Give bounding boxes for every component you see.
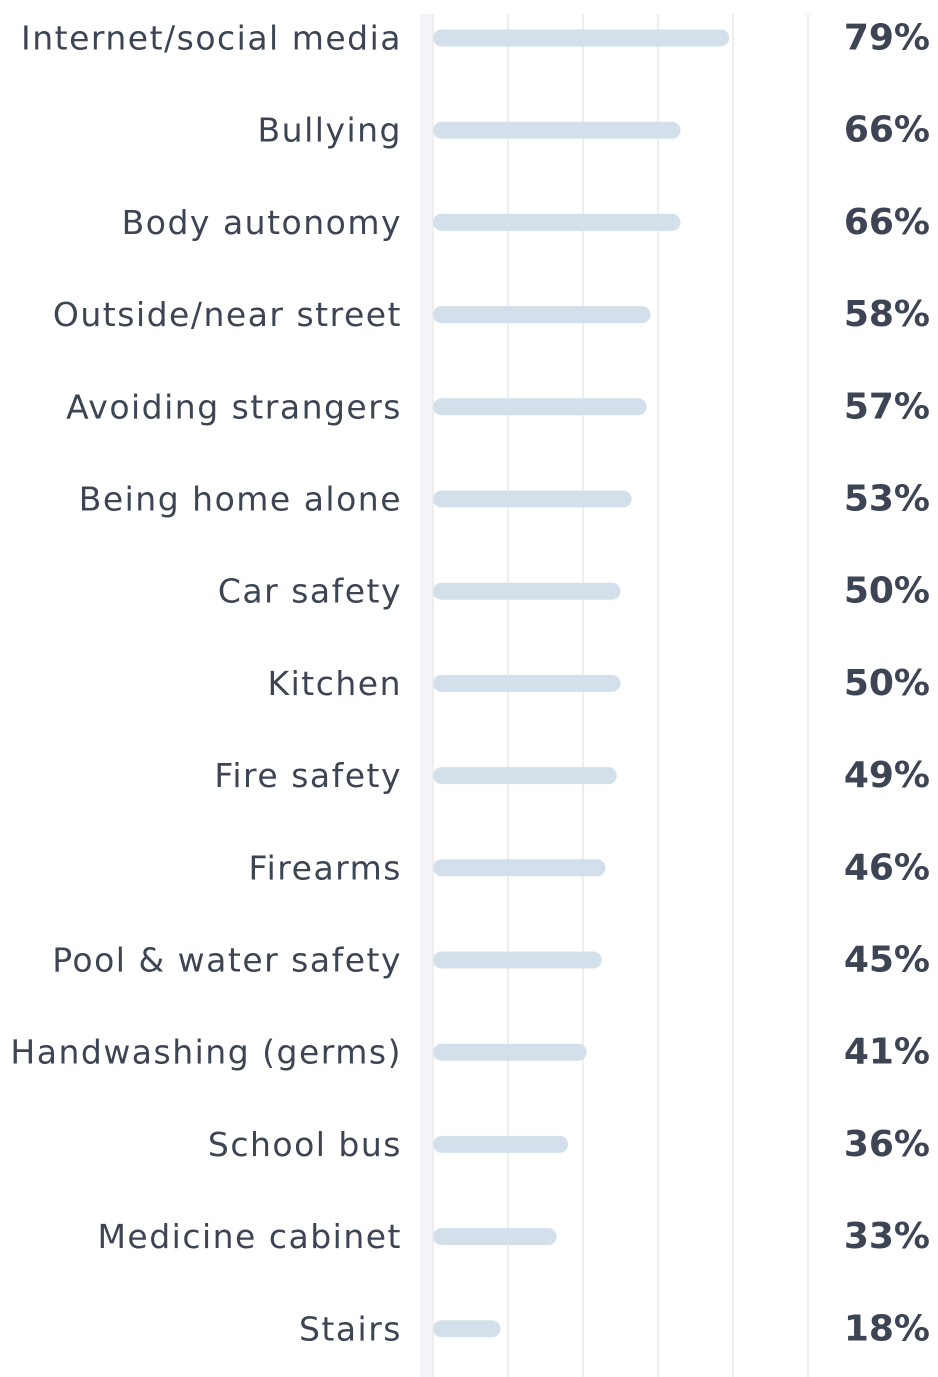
category-label: Bullying (258, 111, 402, 150)
bar (433, 951, 602, 969)
value-label: 46% (844, 847, 930, 888)
bar (433, 1135, 568, 1153)
category-label: Medicine cabinet (97, 1217, 402, 1256)
category-label: Fire safety (214, 756, 402, 795)
bar (433, 767, 617, 785)
bar (433, 29, 730, 47)
category-label: Internet/social media (21, 19, 402, 58)
value-label: 45% (844, 940, 930, 981)
category-label: Outside/near street (53, 295, 402, 334)
category-label: Stairs (299, 1309, 402, 1348)
bar (433, 674, 621, 692)
category-label: Car safety (218, 572, 402, 611)
value-label: 79% (844, 18, 930, 59)
value-label: 41% (844, 1032, 930, 1073)
bar (433, 859, 606, 877)
value-label: 53% (844, 479, 930, 520)
value-label: 66% (844, 110, 930, 151)
value-label: 50% (844, 571, 930, 612)
category-label: Being home alone (79, 480, 402, 519)
bar (433, 306, 651, 324)
bar (433, 1320, 501, 1338)
bar (433, 1043, 587, 1061)
axis-band (420, 14, 433, 1377)
bar (433, 582, 621, 600)
bar (433, 398, 647, 416)
category-label: Body autonomy (122, 203, 402, 242)
category-label: Avoiding strangers (66, 387, 402, 426)
value-label: 66% (844, 202, 930, 243)
bar (433, 121, 681, 139)
bar (433, 1228, 557, 1246)
category-label: Kitchen (267, 664, 402, 703)
value-label: 36% (844, 1124, 930, 1165)
bar (433, 213, 681, 231)
category-label: School bus (208, 1125, 402, 1164)
category-label: Handwashing (germs) (10, 1033, 402, 1072)
bar (433, 490, 632, 508)
value-label: 58% (844, 294, 930, 335)
category-label: Pool & water safety (52, 941, 402, 980)
value-label: 57% (844, 386, 930, 427)
value-label: 33% (844, 1216, 930, 1257)
value-label: 18% (844, 1308, 930, 1349)
value-label: 49% (844, 755, 930, 796)
category-label: Firearms (249, 848, 402, 887)
value-label: 50% (844, 663, 930, 704)
